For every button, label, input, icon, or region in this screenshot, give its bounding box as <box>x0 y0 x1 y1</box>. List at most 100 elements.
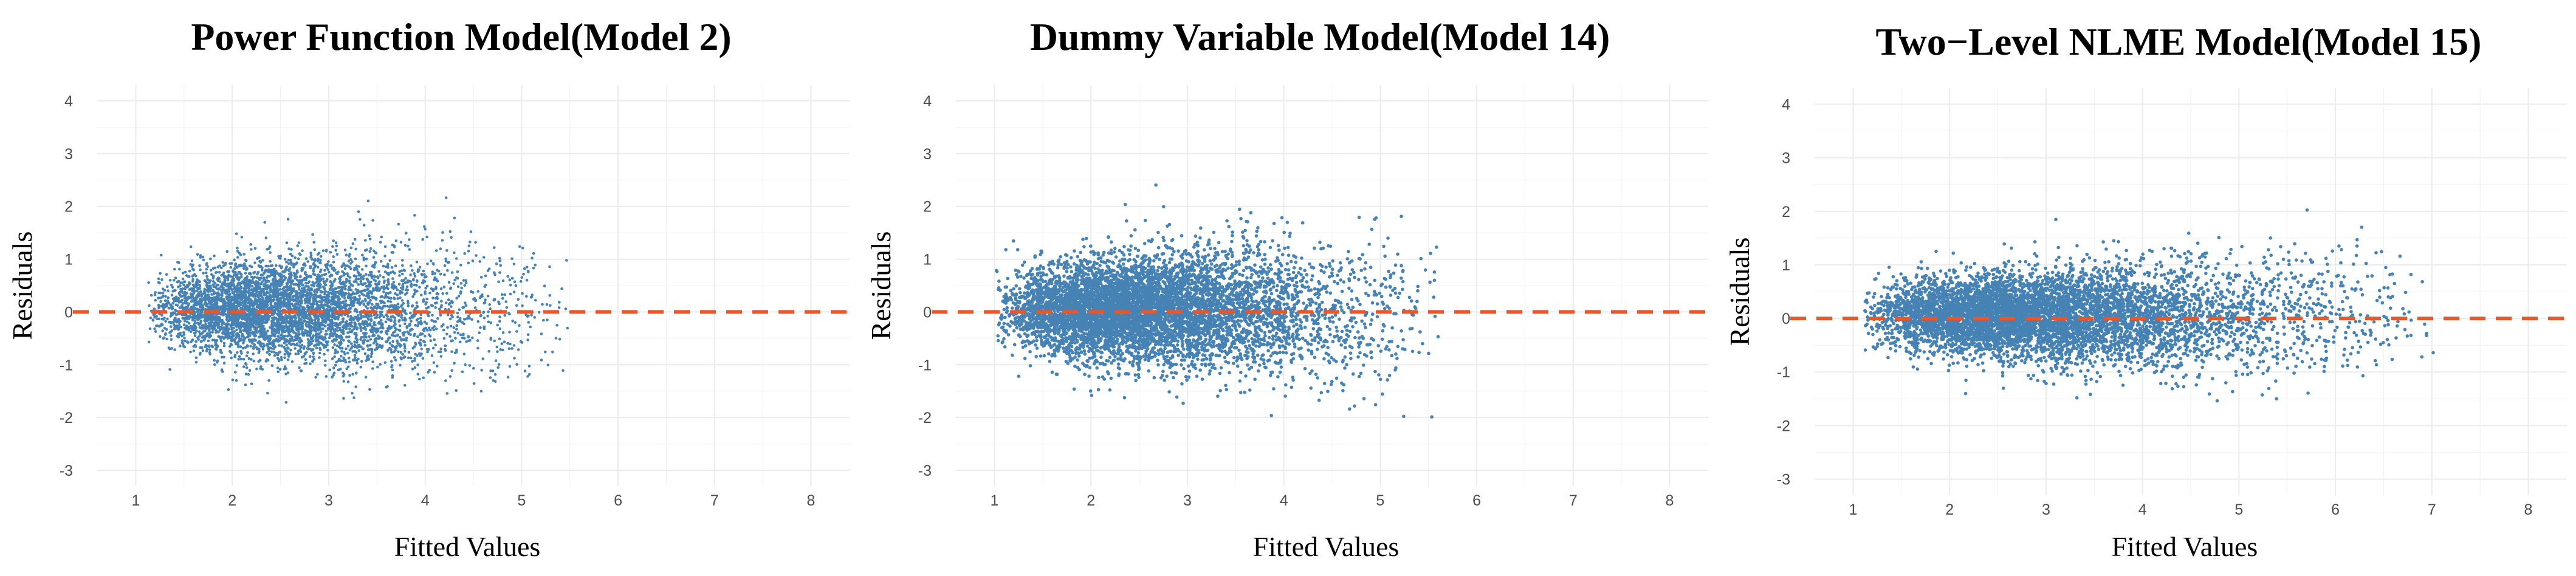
scatter-point <box>513 357 516 360</box>
scatter-point <box>387 336 391 340</box>
scatter-point <box>341 295 344 298</box>
scatter-point <box>191 265 194 268</box>
scatter-point <box>181 287 184 290</box>
scatter-point <box>270 264 274 267</box>
scatter-point <box>342 374 345 378</box>
scatter-point <box>324 283 328 287</box>
scatter-point <box>382 315 385 318</box>
scatter-point <box>498 315 501 318</box>
scatter-point <box>332 366 335 369</box>
scatter-point <box>259 261 263 264</box>
scatter-point <box>522 273 525 276</box>
scatter-point <box>474 241 477 244</box>
scatter-point <box>348 348 352 352</box>
scatter-point <box>427 306 430 309</box>
scatter-point <box>275 324 279 327</box>
scatter-point <box>470 318 473 321</box>
scatter-point <box>290 302 294 306</box>
scatter-point <box>300 305 303 308</box>
scatter-point <box>409 280 412 283</box>
scatter-point <box>416 363 419 366</box>
scatter-point <box>236 246 239 250</box>
scatter-point <box>335 271 338 275</box>
scatter-point <box>368 283 371 287</box>
scatter-point <box>449 324 453 328</box>
scatter-point <box>439 350 442 354</box>
scatter-point <box>221 323 224 326</box>
scatter-point <box>197 338 200 341</box>
scatter-point <box>404 276 407 280</box>
scatter-point <box>439 272 442 276</box>
scatter-point <box>265 321 269 324</box>
scatter-point <box>213 282 217 285</box>
scatter-point <box>461 336 464 340</box>
scatter-point <box>319 278 322 282</box>
scatter-point <box>240 301 243 305</box>
scatter-point <box>425 275 428 278</box>
scatter-point <box>346 315 350 318</box>
scatter-point <box>196 289 199 292</box>
scatter-point <box>368 250 371 253</box>
scatter-point <box>328 270 331 274</box>
scatter-point <box>252 272 255 275</box>
scatter-point <box>257 264 261 267</box>
scatter-point <box>508 331 511 334</box>
scatter-point <box>311 233 314 236</box>
scatter-point <box>237 317 241 320</box>
scatter-point <box>301 279 304 282</box>
scatter-point <box>236 276 240 279</box>
scatter-point <box>509 283 512 287</box>
scatter-point <box>332 338 336 341</box>
scatter-point <box>344 300 348 303</box>
scatter-point <box>369 330 373 334</box>
scatter-point <box>439 305 443 309</box>
scatter-point <box>371 297 374 300</box>
scatter-point <box>275 287 278 290</box>
scatter-point <box>402 279 405 282</box>
scatter-point <box>349 267 352 270</box>
scatter-point <box>209 257 212 261</box>
scatter-point <box>445 249 448 252</box>
scatter-point <box>440 324 444 328</box>
scatter-point <box>228 293 231 297</box>
scatter-point <box>319 290 323 293</box>
scatter-point <box>318 346 321 350</box>
scatter-point <box>176 335 179 338</box>
scatter-point <box>292 283 295 286</box>
scatter-point <box>306 288 310 292</box>
scatter-point <box>381 344 384 348</box>
scatter-point <box>271 295 274 298</box>
scatter-point <box>529 325 532 329</box>
scatter-point <box>257 293 261 297</box>
scatter-point <box>237 345 240 349</box>
scatter-point <box>348 374 351 377</box>
scatter-point <box>479 389 483 393</box>
scatter-point <box>355 298 359 302</box>
scatter-point <box>346 345 350 348</box>
scatter-point <box>168 320 171 324</box>
scatter-point <box>239 281 243 284</box>
scatter-point <box>505 306 509 309</box>
scatter-point <box>231 275 235 279</box>
scatter-point <box>273 339 276 342</box>
scatter-point <box>382 264 385 268</box>
scatter-point <box>404 309 407 312</box>
scatter-point <box>369 338 373 341</box>
scatter-point <box>331 375 334 379</box>
scatter-point <box>422 269 425 273</box>
scatter-point <box>170 334 173 337</box>
scatter-point <box>213 285 216 289</box>
scatter-point <box>173 348 176 351</box>
scatter-point <box>232 326 235 330</box>
scatter-point <box>361 300 365 303</box>
scatter-point <box>338 368 342 371</box>
scatter-point <box>318 300 321 303</box>
scatter-point <box>331 324 334 327</box>
scatter-point <box>287 307 290 311</box>
x-tick-label: 6 <box>614 492 622 509</box>
scatter-point <box>447 298 450 301</box>
scatter-point <box>473 306 477 309</box>
scatter-point <box>489 369 492 372</box>
scatter-point <box>332 288 335 292</box>
scatter-point <box>364 282 367 285</box>
